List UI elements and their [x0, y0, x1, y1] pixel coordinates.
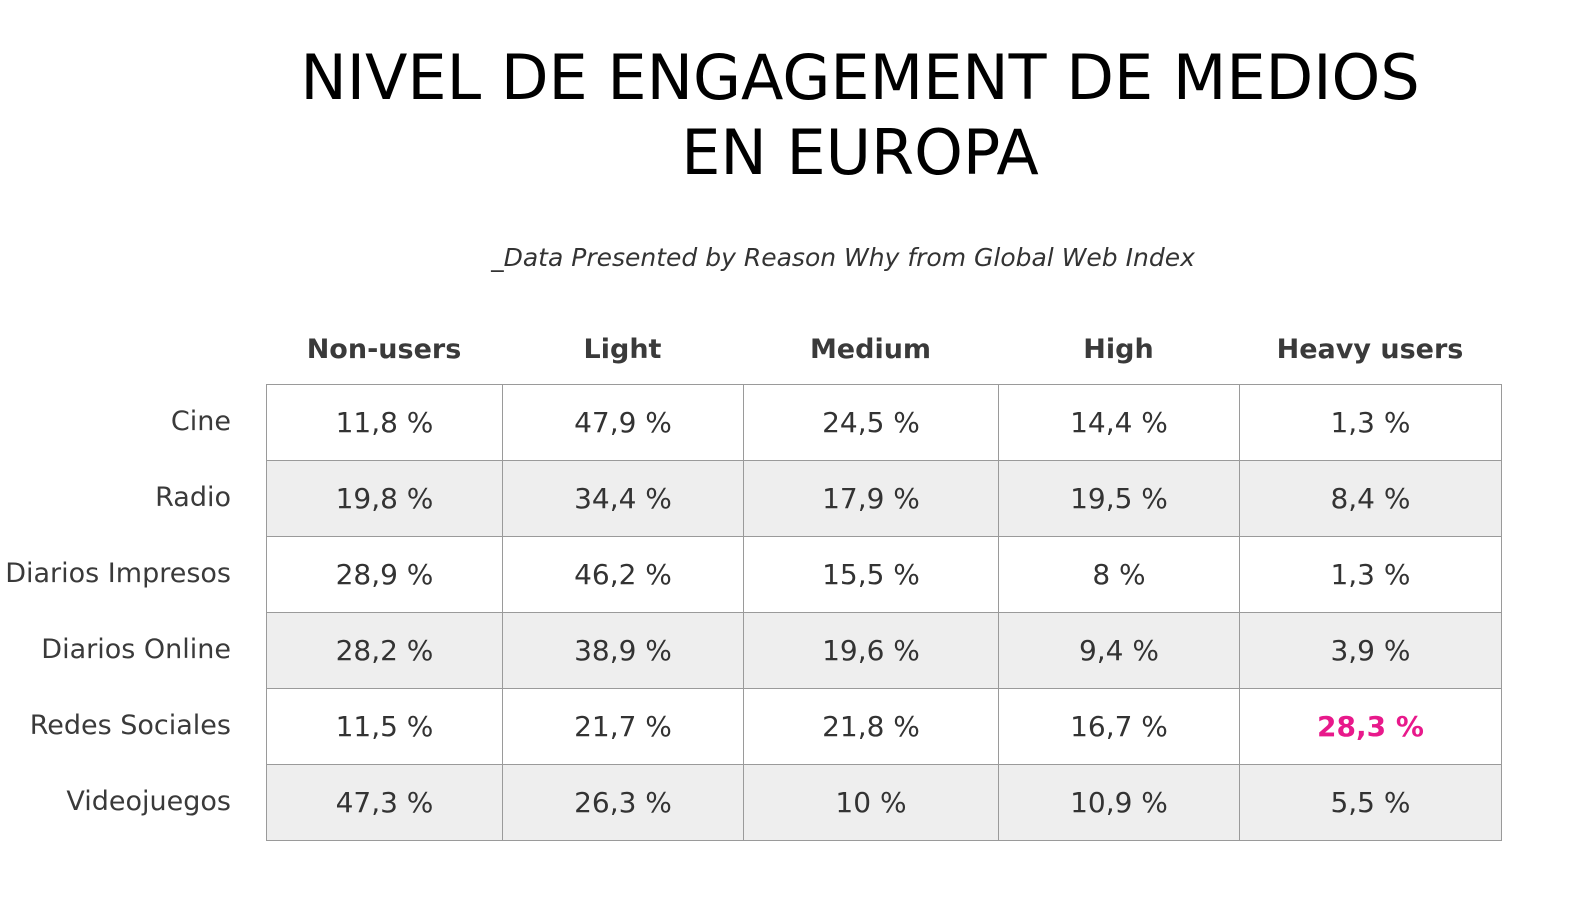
- row-label-redes-sociales: Redes Sociales: [29, 710, 231, 741]
- table-cell: 21,8 %: [743, 688, 999, 765]
- table-row: 11,8 % 47,9 % 24,5 % 14,4 % 1,3 %: [266, 384, 1502, 461]
- table-cell: 14,4 %: [998, 384, 1240, 461]
- highlighted-table-cell: 28,3 %: [1239, 688, 1502, 765]
- chart-subtitle: _Data Presented by Reason Why from Globa…: [491, 243, 1195, 272]
- row-label-videojuegos: Videojuegos: [66, 786, 231, 817]
- table-cell: 17,9 %: [743, 460, 999, 537]
- table-cell: 47,3 %: [266, 764, 503, 841]
- table-cell: 11,8 %: [266, 384, 503, 461]
- table-cell: 46,2 %: [502, 536, 744, 613]
- table-cell: 5,5 %: [1239, 764, 1502, 841]
- table-cell: 10 %: [743, 764, 999, 841]
- table-cell: 10,9 %: [998, 764, 1240, 841]
- table-cell: 38,9 %: [502, 612, 744, 689]
- table-cell: 47,9 %: [502, 384, 744, 461]
- column-header-medium: Medium: [809, 334, 932, 365]
- table-cell: 3,9 %: [1239, 612, 1502, 689]
- chart-title: NIVEL DE ENGAGEMENT DE MEDIOS EN EUROPA: [0, 40, 1586, 190]
- table-cell: 21,7 %: [502, 688, 744, 765]
- table-cell: 8 %: [998, 536, 1240, 613]
- table-cell: 1,3 %: [1239, 384, 1502, 461]
- table-cell: 9,4 %: [998, 612, 1240, 689]
- table-cell: 34,4 %: [502, 460, 744, 537]
- table-cell: 19,5 %: [998, 460, 1240, 537]
- row-label-diarios-online: Diarios Online: [41, 634, 231, 665]
- chart-title-line-2: EN EUROPA: [681, 116, 1039, 189]
- table-cell: 28,9 %: [266, 536, 503, 613]
- table-row: 47,3 % 26,3 % 10 % 10,9 % 5,5 %: [266, 764, 1502, 841]
- table-row: 11,5 % 21,7 % 21,8 % 16,7 % 28,3 %: [266, 688, 1502, 765]
- column-header-high: High: [1083, 334, 1154, 365]
- table-cell: 28,2 %: [266, 612, 503, 689]
- column-header-heavy-users: Heavy users: [1276, 334, 1464, 365]
- table-cell: 19,6 %: [743, 612, 999, 689]
- table-row: 28,2 % 38,9 % 19,6 % 9,4 % 3,9 %: [266, 612, 1502, 689]
- table-cell: 11,5 %: [266, 688, 503, 765]
- table-cell: 8,4 %: [1239, 460, 1502, 537]
- column-header-non-users: Non-users: [306, 334, 462, 365]
- column-header-light: Light: [583, 334, 662, 365]
- chart-title-line-1: NIVEL DE ENGAGEMENT DE MEDIOS: [300, 41, 1420, 114]
- table-cell: 15,5 %: [743, 536, 999, 613]
- row-label-radio: Radio: [155, 482, 231, 513]
- row-label-cine: Cine: [170, 406, 231, 437]
- table-row: 28,9 % 46,2 % 15,5 % 8 % 1,3 %: [266, 536, 1502, 613]
- table-cell: 1,3 %: [1239, 536, 1502, 613]
- table-cell: 26,3 %: [502, 764, 744, 841]
- row-label-diarios-impresos: Diarios Impresos: [5, 558, 231, 589]
- table-cell: 19,8 %: [266, 460, 503, 537]
- engagement-table: 11,8 % 47,9 % 24,5 % 14,4 % 1,3 % 19,8 %…: [266, 384, 1502, 841]
- table-cell: 24,5 %: [743, 384, 999, 461]
- table-row: 19,8 % 34,4 % 17,9 % 19,5 % 8,4 %: [266, 460, 1502, 537]
- table-cell: 16,7 %: [998, 688, 1240, 765]
